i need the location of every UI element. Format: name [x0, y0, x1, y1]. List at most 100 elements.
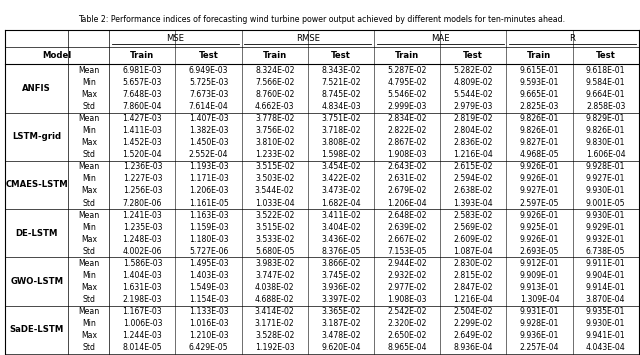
Text: 4.043E-04: 4.043E-04 [586, 343, 625, 353]
Text: 9.620E-04: 9.620E-04 [321, 343, 361, 353]
Text: 2.834E-02: 2.834E-02 [387, 114, 427, 123]
Text: Min: Min [82, 319, 96, 328]
Text: 2.693E-05: 2.693E-05 [520, 247, 559, 256]
Text: LSTM-grid: LSTM-grid [12, 132, 61, 141]
Text: 1.227E-03: 1.227E-03 [123, 174, 162, 184]
Text: 3.533E-02: 3.533E-02 [255, 235, 294, 244]
Text: 1.450E-03: 1.450E-03 [189, 138, 228, 147]
Text: 1.407E-03: 1.407E-03 [189, 114, 228, 123]
Text: 1.210E-03: 1.210E-03 [189, 331, 228, 340]
Text: Test: Test [596, 51, 616, 60]
Text: DE-LSTM: DE-LSTM [15, 229, 58, 238]
Text: Std: Std [83, 295, 95, 304]
Text: 2.825E-03: 2.825E-03 [520, 102, 559, 111]
Text: 5.282E-02: 5.282E-02 [454, 66, 493, 75]
Text: 1.216E-04: 1.216E-04 [453, 150, 493, 159]
Text: 1.241E-03: 1.241E-03 [122, 211, 163, 220]
Text: 2.944E-02: 2.944E-02 [387, 259, 427, 268]
Text: 3.473E-02: 3.473E-02 [321, 186, 361, 196]
Text: 1.309E-04: 1.309E-04 [520, 295, 559, 304]
Text: 2.815E-02: 2.815E-02 [454, 271, 493, 280]
Text: 9.665E-01: 9.665E-01 [520, 90, 559, 99]
Text: 2.999E-03: 2.999E-03 [387, 102, 427, 111]
Text: 1.206E-03: 1.206E-03 [189, 186, 228, 196]
Text: 1.586E-03: 1.586E-03 [123, 259, 162, 268]
Text: 2.650E-02: 2.650E-02 [387, 331, 427, 340]
Text: 3.454E-02: 3.454E-02 [321, 162, 361, 171]
Text: 2.804E-02: 2.804E-02 [454, 126, 493, 135]
Text: 3.411E-02: 3.411E-02 [321, 211, 361, 220]
Text: 6.738E-05: 6.738E-05 [586, 247, 625, 256]
Text: Train: Train [262, 51, 287, 60]
Text: Min: Min [82, 126, 96, 135]
Text: 2.830E-02: 2.830E-02 [454, 259, 493, 268]
Text: 3.718E-02: 3.718E-02 [321, 126, 361, 135]
Text: 9.926E-01: 9.926E-01 [520, 162, 559, 171]
Text: 2.609E-02: 2.609E-02 [454, 235, 493, 244]
Text: Model: Model [43, 51, 72, 60]
Text: 1.549E-03: 1.549E-03 [189, 283, 228, 292]
Text: 1.606E-04: 1.606E-04 [586, 150, 625, 159]
Text: 2.583E-02: 2.583E-02 [454, 211, 493, 220]
Text: Table 2: Performance indices of forecasting wind turbine power output achieved b: Table 2: Performance indices of forecast… [78, 15, 566, 24]
Text: Max: Max [81, 186, 97, 196]
Text: 8.014E-05: 8.014E-05 [123, 343, 162, 353]
Text: 7.860E-04: 7.860E-04 [123, 102, 162, 111]
Text: 4.002E-06: 4.002E-06 [123, 247, 162, 256]
Text: 7.153E-05: 7.153E-05 [387, 247, 427, 256]
Text: 3.870E-04: 3.870E-04 [586, 295, 625, 304]
Text: 1.256E-03: 1.256E-03 [123, 186, 162, 196]
Text: Std: Std [83, 343, 95, 353]
Text: Mean: Mean [78, 114, 100, 123]
Text: 2.320E-02: 2.320E-02 [387, 319, 427, 328]
Text: 1.216E-04: 1.216E-04 [453, 295, 493, 304]
Text: 4.809E-02: 4.809E-02 [454, 78, 493, 87]
Text: 9.913E-01: 9.913E-01 [520, 283, 559, 292]
Text: R: R [570, 34, 575, 43]
Text: 9.929E-01: 9.929E-01 [586, 223, 625, 232]
Text: 9.911E-01: 9.911E-01 [586, 259, 625, 268]
Text: Std: Std [83, 247, 95, 256]
Text: 9.914E-01: 9.914E-01 [586, 283, 625, 292]
Text: 2.597E-05: 2.597E-05 [520, 198, 559, 208]
Text: 5.727E-06: 5.727E-06 [189, 247, 228, 256]
Text: 3.187E-02: 3.187E-02 [321, 319, 361, 328]
Text: 9.826E-01: 9.826E-01 [520, 114, 559, 123]
Text: 1.159E-03: 1.159E-03 [189, 223, 228, 232]
Text: 2.504E-02: 2.504E-02 [454, 307, 493, 316]
Text: Max: Max [81, 283, 97, 292]
Text: 2.615E-02: 2.615E-02 [454, 162, 493, 171]
Text: 3.983E-02: 3.983E-02 [255, 259, 294, 268]
Text: MSE: MSE [166, 34, 184, 43]
Text: 8.936E-04: 8.936E-04 [454, 343, 493, 353]
Text: 3.808E-02: 3.808E-02 [321, 138, 360, 147]
Text: Train: Train [527, 51, 552, 60]
Text: 9.932E-01: 9.932E-01 [586, 235, 625, 244]
Text: 9.930E-01: 9.930E-01 [586, 211, 625, 220]
Text: 9.830E-01: 9.830E-01 [586, 138, 625, 147]
Text: 8.760E-02: 8.760E-02 [255, 90, 294, 99]
Text: 2.299E-02: 2.299E-02 [454, 319, 493, 328]
Text: 1.404E-03: 1.404E-03 [122, 271, 163, 280]
Text: 9.904E-01: 9.904E-01 [586, 271, 625, 280]
Text: 8.343E-02: 8.343E-02 [321, 66, 361, 75]
Text: 5.287E-02: 5.287E-02 [387, 66, 427, 75]
Text: Std: Std [83, 198, 95, 208]
Text: 9.909E-01: 9.909E-01 [520, 271, 559, 280]
Text: 9.826E-01: 9.826E-01 [520, 126, 559, 135]
Text: 1.180E-03: 1.180E-03 [189, 235, 228, 244]
Text: 3.422E-02: 3.422E-02 [321, 174, 361, 184]
Text: 1.244E-03: 1.244E-03 [122, 331, 163, 340]
Text: 2.847E-02: 2.847E-02 [454, 283, 493, 292]
Text: 7.673E-03: 7.673E-03 [189, 90, 228, 99]
Text: 3.522E-02: 3.522E-02 [255, 211, 294, 220]
Text: 4.834E-03: 4.834E-03 [321, 102, 361, 111]
Text: 9.941E-01: 9.941E-01 [586, 331, 625, 340]
Text: 3.747E-02: 3.747E-02 [255, 271, 294, 280]
Text: 1.908E-03: 1.908E-03 [387, 150, 427, 159]
Text: 1.233E-02: 1.233E-02 [255, 150, 294, 159]
Text: 3.436E-02: 3.436E-02 [321, 235, 361, 244]
Text: 9.826E-01: 9.826E-01 [586, 126, 625, 135]
Text: Min: Min [82, 174, 96, 184]
Text: 2.257E-04: 2.257E-04 [520, 343, 559, 353]
